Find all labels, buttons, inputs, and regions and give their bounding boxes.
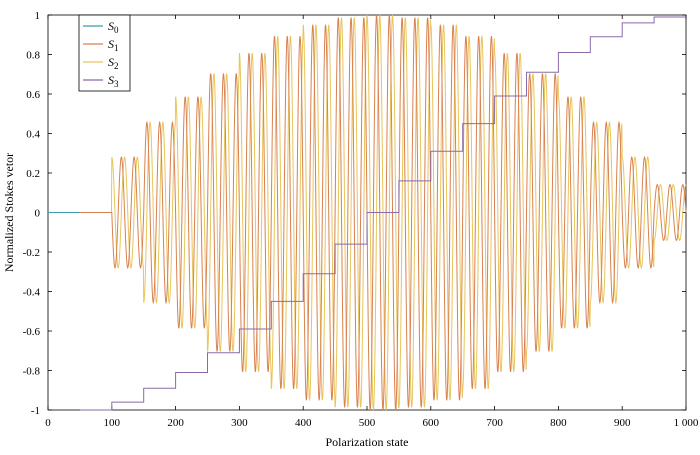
x-tick-label: 200 — [167, 417, 184, 429]
legend-entry-subscript: 2 — [114, 61, 119, 71]
legend: S0 S1 S2 S3 — [78, 14, 131, 92]
y-tick-label: -0.4 — [23, 287, 41, 299]
series-line-s3 — [79, 16, 686, 411]
y-tick-label: -0.2 — [23, 247, 40, 259]
y-tick-label: -0.6 — [23, 326, 41, 338]
legend-entry-subscript: 3 — [114, 79, 119, 89]
y-tick-label: 0.4 — [26, 129, 40, 141]
legend-entry-subscript: 0 — [114, 25, 119, 35]
y-axis-label: Normalized Stokes vetor — [2, 153, 16, 272]
y-tick-label: 1 — [35, 10, 41, 22]
legend-entry-subscript: 1 — [114, 43, 119, 53]
x-tick-label: 1 000 — [674, 417, 699, 429]
x-tick-label: 700 — [486, 417, 503, 429]
x-axis-label: Polarization state — [326, 435, 409, 449]
series-line-s2 — [48, 14, 687, 411]
x-tick-label: 400 — [295, 417, 312, 429]
y-tick-label: -0.8 — [23, 366, 41, 378]
x-tick-label: 300 — [231, 417, 248, 429]
legend-entry: S3 — [108, 73, 119, 89]
legend-box — [78, 14, 131, 92]
x-tick-label: 800 — [550, 417, 567, 429]
x-tick-label: 500 — [359, 417, 376, 429]
y-tick-label: 0.8 — [26, 50, 40, 62]
y-tick-label: 0 — [35, 208, 41, 220]
legend-entry: S1 — [108, 37, 119, 53]
y-tick-label: 0.2 — [26, 168, 40, 180]
x-tick-label: 0 — [45, 417, 51, 429]
legend-entry: S2 — [108, 55, 119, 71]
x-tick-label: 900 — [614, 417, 631, 429]
y-tick-label: 0.6 — [26, 89, 40, 101]
x-tick-label: 600 — [423, 417, 440, 429]
tick-labels: 0 100 200 300 400 500 600 700 800 900 1 00010.80.6… — [23, 10, 699, 429]
x-tick-label: 100 — [104, 417, 121, 429]
plot-curves — [48, 14, 687, 411]
legend-entry: S0 — [108, 19, 119, 35]
y-tick-label: -1 — [31, 405, 40, 417]
